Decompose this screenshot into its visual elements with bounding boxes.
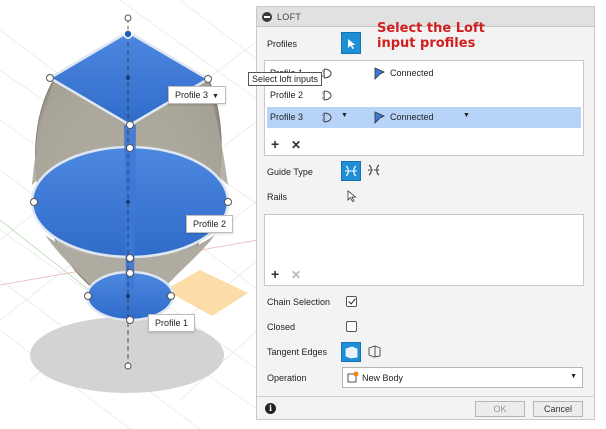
keep-edges-icon <box>368 345 381 358</box>
collapse-icon[interactable] <box>262 12 272 22</box>
profile-status: Connected <box>390 68 434 78</box>
operation-select[interactable]: New Body ▼ <box>342 367 583 388</box>
control-points[interactable] <box>30 14 232 370</box>
cancel-button[interactable]: Cancel <box>533 401 583 417</box>
profile-name: Profile 2 <box>270 90 304 100</box>
profile-2-label[interactable]: Profile 2 <box>186 215 234 233</box>
dialog-header: LOFT <box>257 7 594 27</box>
tangent-edges-label: Tangent Edges <box>267 347 328 357</box>
profile-1-label-text: Profile 1 <box>155 318 189 328</box>
guide-rails-button[interactable] <box>341 161 361 181</box>
profile-name: Profile 3 <box>270 112 304 122</box>
sketch-plane <box>165 270 248 316</box>
add-rail-icon[interactable]: + <box>271 266 280 282</box>
add-profile-icon[interactable]: + <box>271 136 280 152</box>
rails-label: Rails <box>267 192 288 202</box>
top-point-active[interactable] <box>123 29 133 39</box>
profile-row-selected[interactable]: Profile 3 ▼ Connected ▼ <box>267 107 581 128</box>
chevron-down-icon[interactable]: ▼ <box>570 373 577 380</box>
profile-3-label-text: Profile 3 <box>175 90 209 100</box>
instruction-annotation: Select the Loft input profiles <box>377 21 485 51</box>
chevron-down-icon[interactable]: ▼ <box>212 93 219 100</box>
profile-3-label[interactable]: Profile 3 ▼ <box>168 86 226 104</box>
tangent-edges-merge-button[interactable] <box>341 342 361 362</box>
remove-rail-icon: ✕ <box>291 268 302 282</box>
dialog-title: LOFT <box>277 12 302 22</box>
tangent-edges-keep-button[interactable] <box>365 342 385 362</box>
chain-selection-label: Chain Selection <box>267 297 331 307</box>
profile-status: Connected <box>390 112 434 122</box>
ground-shadow <box>30 317 224 393</box>
connected-icon <box>374 111 385 124</box>
profile-1-label[interactable]: Profile 1 <box>148 314 196 332</box>
connected-icon <box>374 67 385 80</box>
info-icon[interactable]: i <box>265 403 276 414</box>
profiles-label: Profiles <box>267 39 298 49</box>
profiles-select-button[interactable] <box>341 32 361 54</box>
profile-continuity-icon[interactable] <box>321 67 335 80</box>
chevron-down-icon[interactable]: ▼ <box>463 112 470 119</box>
center-points <box>125 75 131 299</box>
cursor-arrow-icon <box>348 39 356 49</box>
guide-type-label: Guide Type <box>267 167 313 177</box>
cursor-arrow-icon[interactable] <box>347 190 357 203</box>
center-rail-surface <box>124 125 136 290</box>
operation-value: New Body <box>362 373 404 383</box>
profile-2-label-text: Profile 2 <box>193 219 227 229</box>
rails-guide-icon <box>345 165 357 177</box>
new-body-icon <box>347 371 359 383</box>
loft-scene[interactable] <box>0 0 258 429</box>
guide-centerline-button[interactable] <box>365 161 385 181</box>
rails-list[interactable]: + ✕ <box>264 214 584 286</box>
ok-button[interactable]: OK <box>475 401 525 417</box>
remove-profile-icon[interactable]: ✕ <box>291 138 302 152</box>
loft-dialog: LOFT Profiles Profile 1 Connected Profil… <box>256 6 595 420</box>
annotation-line-2: input profiles <box>377 36 476 51</box>
canvas-viewport[interactable]: Profile 3 ▼ Profile 2 Profile 1 <box>0 0 258 429</box>
chevron-down-icon[interactable]: ▼ <box>341 112 348 119</box>
profile-row[interactable]: Profile 2 <box>267 85 581 106</box>
dialog-footer: i OK Cancel <box>257 396 594 420</box>
profile-continuity-icon[interactable] <box>321 89 335 102</box>
closed-checkbox[interactable] <box>346 321 357 332</box>
closed-label: Closed <box>267 322 296 332</box>
merge-edges-icon <box>345 346 358 359</box>
select-inputs-tooltip: Select loft inputs <box>248 72 323 86</box>
profile-continuity-icon[interactable] <box>321 111 335 124</box>
chain-selection-checkbox[interactable] <box>346 296 357 307</box>
operation-label: Operation <box>267 373 307 383</box>
centerline-guide-icon <box>368 164 380 176</box>
annotation-line-1: Select the Loft <box>377 21 485 36</box>
